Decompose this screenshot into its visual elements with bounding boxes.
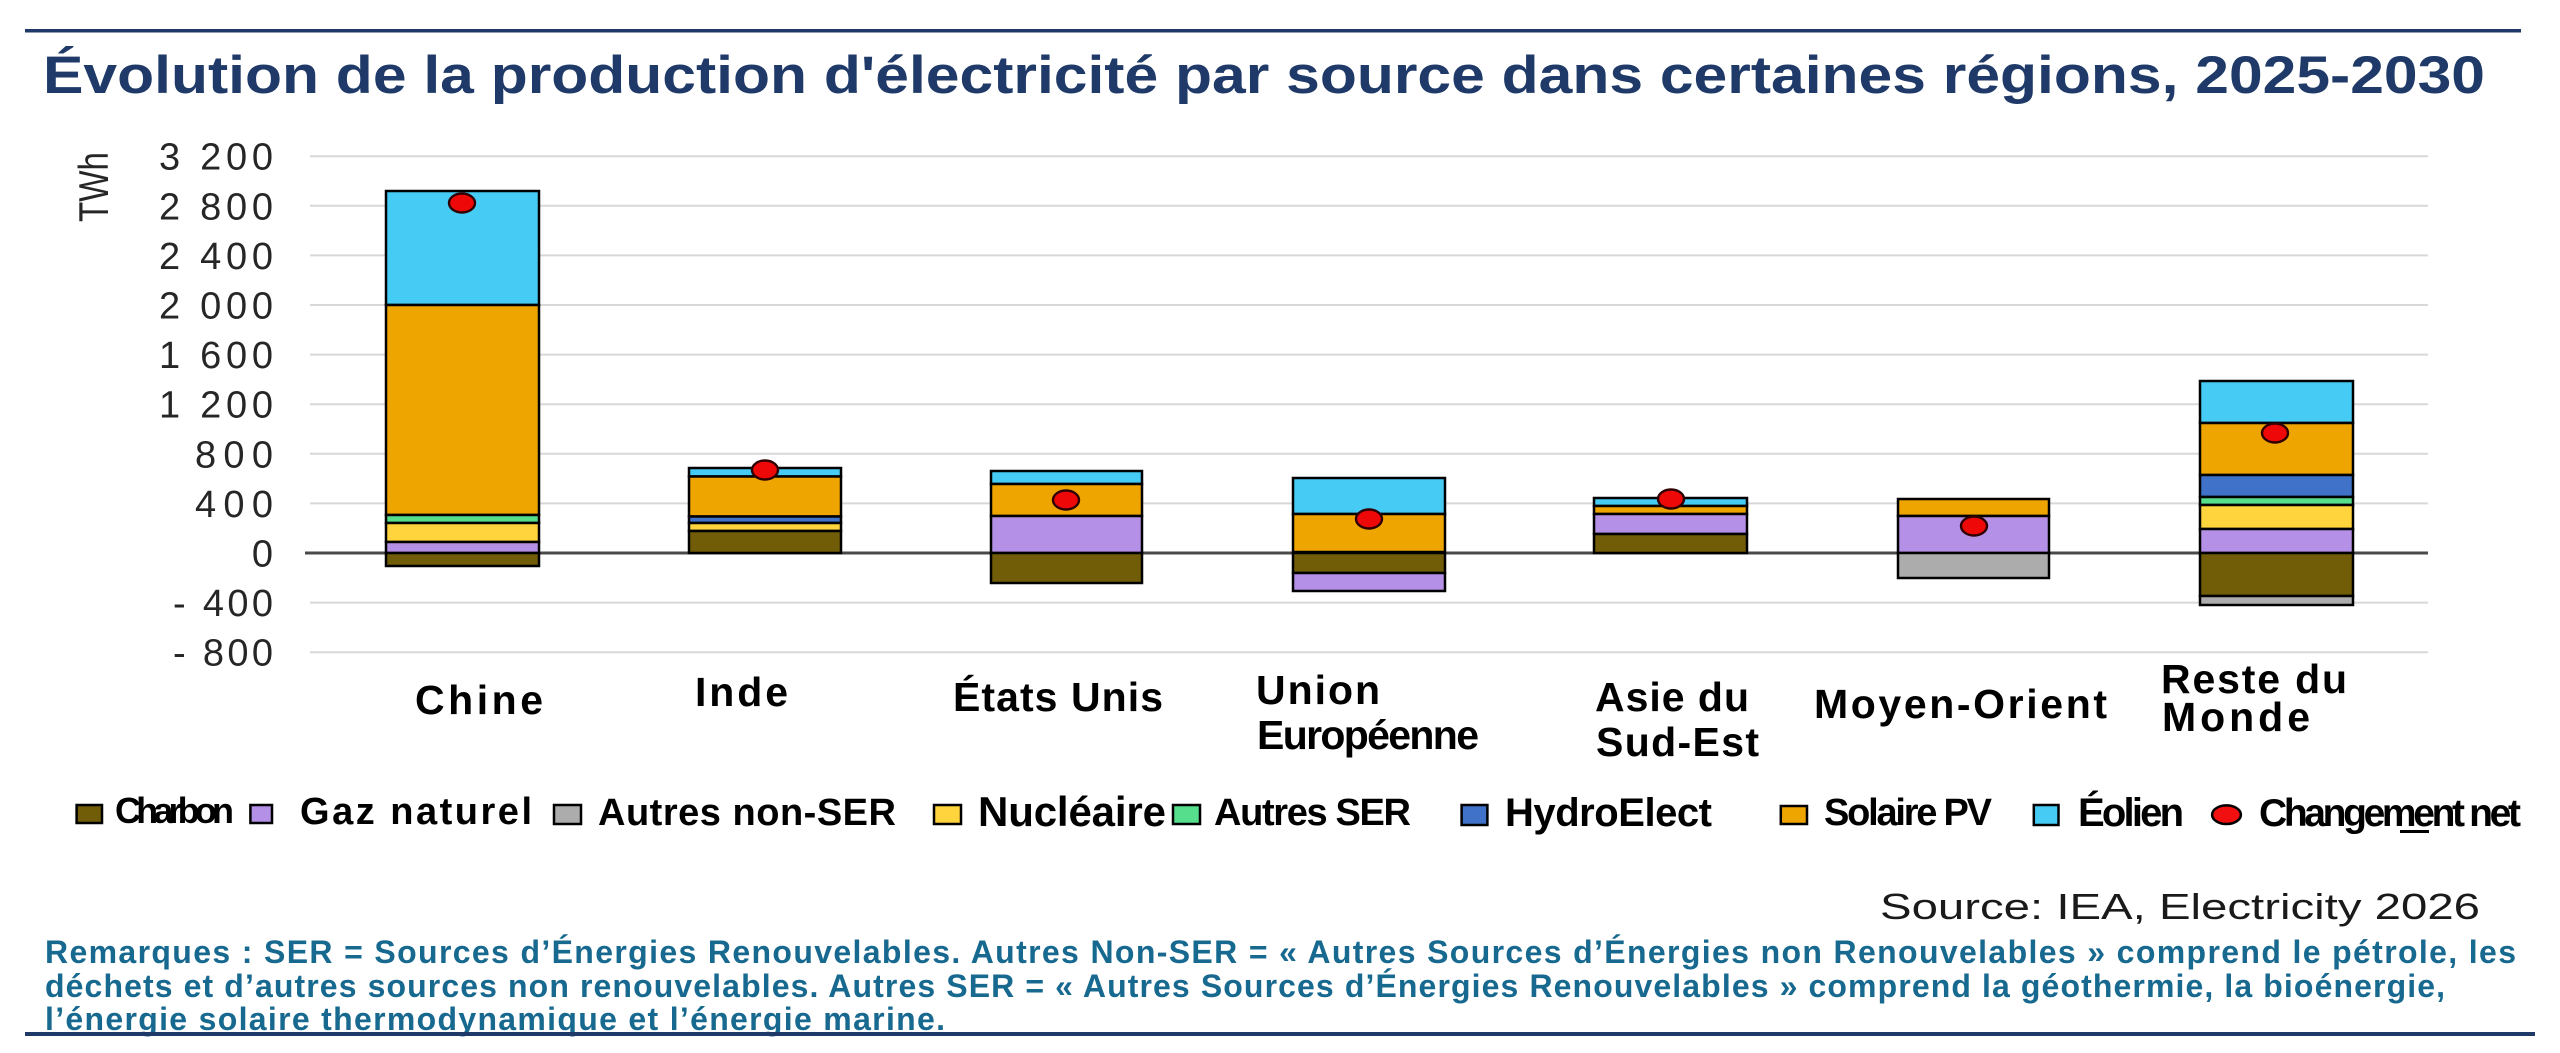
svg-text:Reste du: Reste du bbox=[2161, 656, 2347, 702]
svg-text:HydroElect: HydroElect bbox=[1505, 791, 1712, 835]
svg-text:Remarques : SER = Sources d’Én: Remarques : SER = Sources d’Énergies Ren… bbox=[45, 934, 2516, 970]
svg-text:2 800: 2 800 bbox=[159, 186, 273, 228]
svg-text:Autres SER: Autres SER bbox=[1214, 792, 1411, 834]
svg-text:2 400: 2 400 bbox=[159, 236, 273, 278]
svg-text:Autres non-SER: Autres non-SER bbox=[598, 792, 896, 834]
svg-text:0: 0 bbox=[252, 534, 273, 576]
svg-text:Chine: Chine bbox=[415, 677, 543, 723]
svg-text:Européenne: Européenne bbox=[1257, 712, 1479, 758]
svg-text:2 000: 2 000 bbox=[159, 286, 273, 328]
svg-text:Inde: Inde bbox=[695, 669, 788, 715]
svg-text:Sud-Est: Sud-Est bbox=[1596, 719, 1759, 765]
svg-text:Gaz naturel: Gaz naturel bbox=[300, 791, 532, 833]
svg-text:- 800: - 800 bbox=[173, 633, 273, 675]
svg-text:Évolution de la production d'é: Évolution de la production d'électricité… bbox=[43, 45, 2485, 105]
svg-text:États Unis: États Unis bbox=[953, 674, 1163, 720]
svg-text:TWh: TWh bbox=[70, 152, 117, 222]
svg-text:3 200: 3 200 bbox=[159, 137, 273, 179]
svg-text:l’énergie solaire thermodynami: l’énergie solaire thermodynamique et l’é… bbox=[45, 1001, 945, 1037]
svg-text:Solaire PV: Solaire PV bbox=[1824, 792, 1993, 834]
svg-text:Nucléaire: Nucléaire bbox=[978, 788, 1166, 835]
svg-text:Changement net: Changement net bbox=[2259, 792, 2521, 835]
svg-text:Éolien: Éolien bbox=[2078, 790, 2184, 835]
svg-text:Charbon: Charbon bbox=[115, 790, 234, 831]
svg-text:déchets et d’autres sources no: déchets et d’autres sources non renouvel… bbox=[45, 968, 2445, 1004]
svg-text:Asie du: Asie du bbox=[1595, 674, 1749, 720]
svg-text:Source: IEA, Electricity 2026: Source: IEA, Electricity 2026 bbox=[1880, 886, 2480, 927]
svg-text:400: 400 bbox=[195, 484, 273, 526]
svg-text:Moyen-Orient: Moyen-Orient bbox=[1814, 681, 2107, 727]
svg-text:Union: Union bbox=[1256, 667, 1380, 713]
svg-text:1 600: 1 600 bbox=[159, 335, 273, 377]
svg-text:800: 800 bbox=[195, 434, 273, 476]
svg-text:1 200: 1 200 bbox=[159, 385, 273, 427]
svg-text:- 400: - 400 bbox=[173, 583, 273, 625]
svg-text:Monde: Monde bbox=[2162, 694, 2310, 740]
